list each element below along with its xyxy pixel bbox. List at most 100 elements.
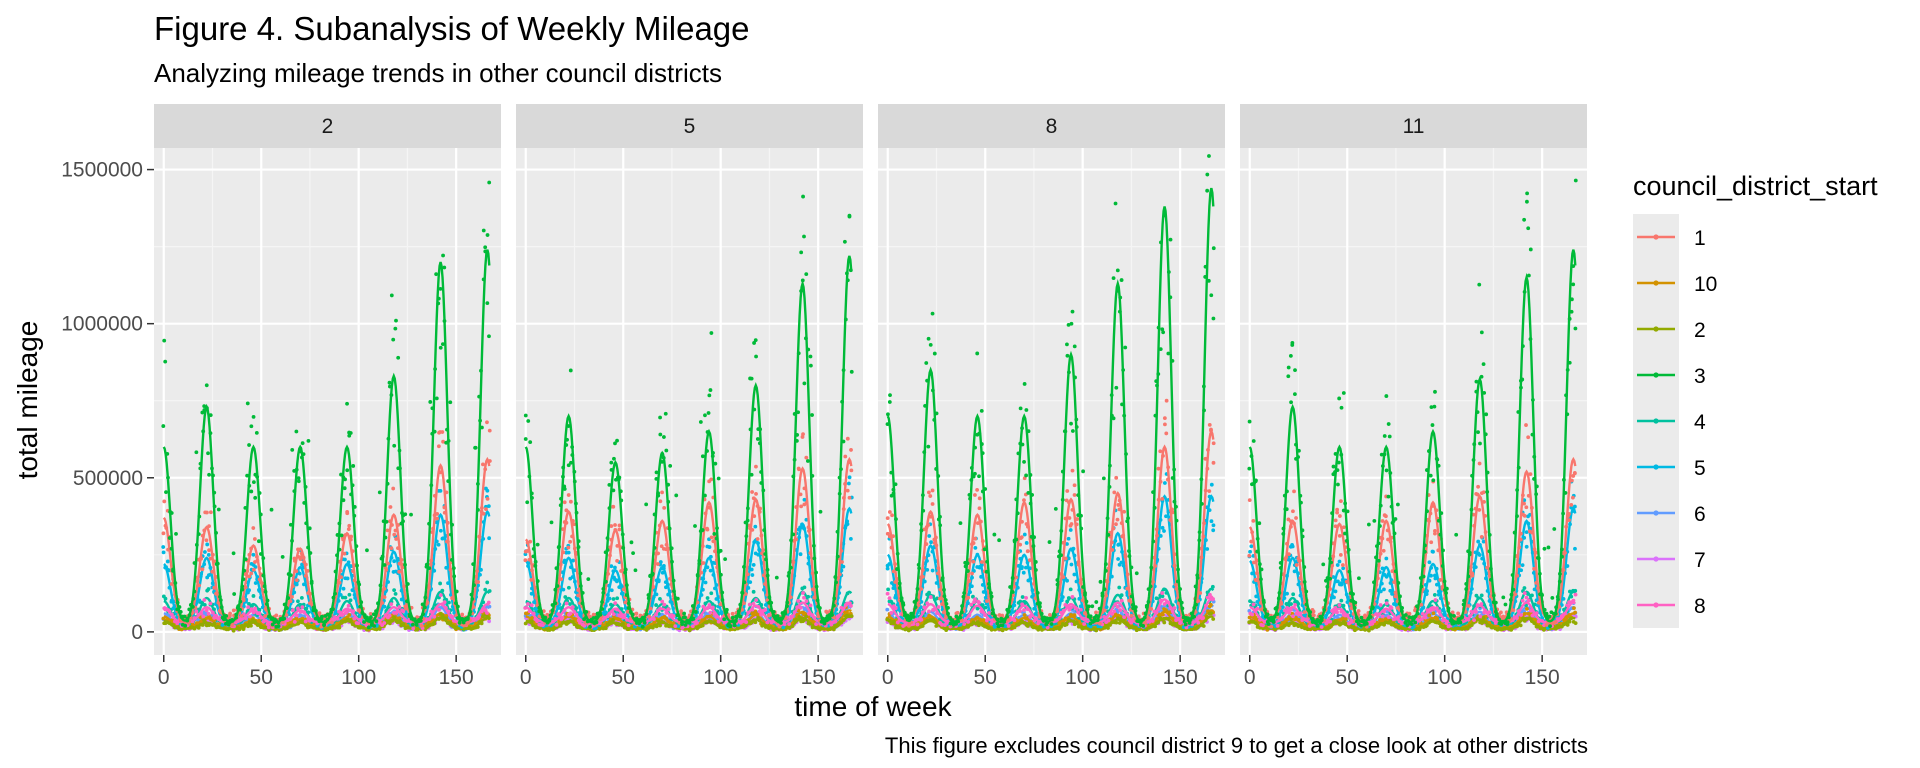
data-point [571, 558, 575, 563]
data-point [700, 454, 705, 459]
data-point [296, 476, 301, 481]
data-point [319, 624, 324, 629]
facet-strip [516, 104, 863, 148]
data-point [568, 368, 573, 373]
data-point [709, 591, 714, 596]
data-point [842, 239, 847, 244]
data-point [460, 612, 465, 617]
data-point [799, 504, 804, 509]
data-point [664, 448, 669, 453]
data-point [485, 420, 489, 425]
data-point [615, 596, 620, 601]
data-point [434, 396, 439, 401]
data-point [276, 624, 281, 629]
data-point [297, 571, 302, 576]
data-point [322, 623, 326, 628]
data-point [161, 550, 166, 555]
data-point [300, 605, 305, 610]
data-point [666, 607, 671, 612]
panel-data [523, 194, 854, 633]
data-point [640, 624, 645, 629]
data-point [485, 488, 490, 493]
data-point [208, 413, 213, 418]
data-point [801, 432, 805, 437]
data-point [847, 214, 852, 219]
data-point [662, 602, 667, 607]
data-point [1114, 620, 1119, 625]
data-point [566, 545, 571, 550]
data-point [440, 430, 445, 434]
data-point [254, 430, 259, 435]
data-point [612, 456, 616, 461]
data-point [291, 608, 295, 613]
data-point [194, 609, 199, 614]
data-point [712, 531, 717, 536]
data-point [706, 411, 711, 415]
data-point [438, 528, 443, 533]
data-point [654, 603, 659, 607]
data-point [568, 602, 572, 606]
data-point [411, 626, 416, 631]
data-point [345, 468, 350, 473]
data-point [205, 510, 209, 515]
data-point [387, 380, 392, 385]
data-point [397, 605, 402, 609]
x-tick-label: 100 [703, 666, 738, 689]
data-point [753, 524, 758, 529]
data-point [774, 575, 779, 580]
data-point [626, 623, 631, 628]
data-point [709, 477, 714, 482]
data-point [847, 495, 852, 500]
x-tick-label: 0 [520, 666, 532, 689]
data-point [798, 605, 803, 610]
series-line [524, 255, 853, 624]
data-point [437, 607, 441, 612]
data-point [232, 592, 237, 596]
data-point [342, 551, 347, 556]
data-point [804, 614, 808, 619]
data-point [682, 611, 687, 616]
data-point [372, 624, 377, 628]
data-point [693, 610, 698, 614]
data-point [266, 625, 271, 630]
data-point [611, 612, 616, 617]
data-point [822, 621, 827, 626]
data-point [560, 615, 565, 620]
data-point [484, 507, 488, 511]
data-point [671, 614, 676, 618]
data-point [754, 354, 758, 359]
data-point [568, 611, 573, 616]
data-point [165, 559, 170, 564]
data-point [397, 569, 402, 574]
data-point [401, 609, 406, 614]
data-point [566, 463, 571, 468]
data-point [351, 464, 356, 468]
data-point [162, 338, 167, 343]
data-point [183, 623, 188, 628]
data-point [251, 526, 256, 530]
data-point [549, 520, 554, 525]
data-point [485, 233, 490, 237]
data-point [290, 447, 295, 452]
data-point [695, 620, 699, 625]
data-point [389, 293, 394, 298]
data-point [751, 601, 756, 606]
data-point [683, 615, 687, 620]
data-point [1208, 602, 1213, 607]
data-point [707, 545, 712, 549]
data-point [440, 342, 445, 347]
data-point [752, 341, 756, 345]
data-point [438, 489, 443, 493]
data-point [526, 419, 531, 423]
x-tick-label: 100 [341, 666, 376, 689]
data-point [614, 579, 619, 584]
data-point [231, 608, 236, 613]
data-point [843, 454, 848, 459]
data-point [251, 594, 256, 598]
data-point [808, 603, 813, 608]
data-point [164, 490, 168, 495]
data-point [347, 592, 352, 597]
data-point [392, 443, 397, 448]
data-point [849, 604, 853, 608]
